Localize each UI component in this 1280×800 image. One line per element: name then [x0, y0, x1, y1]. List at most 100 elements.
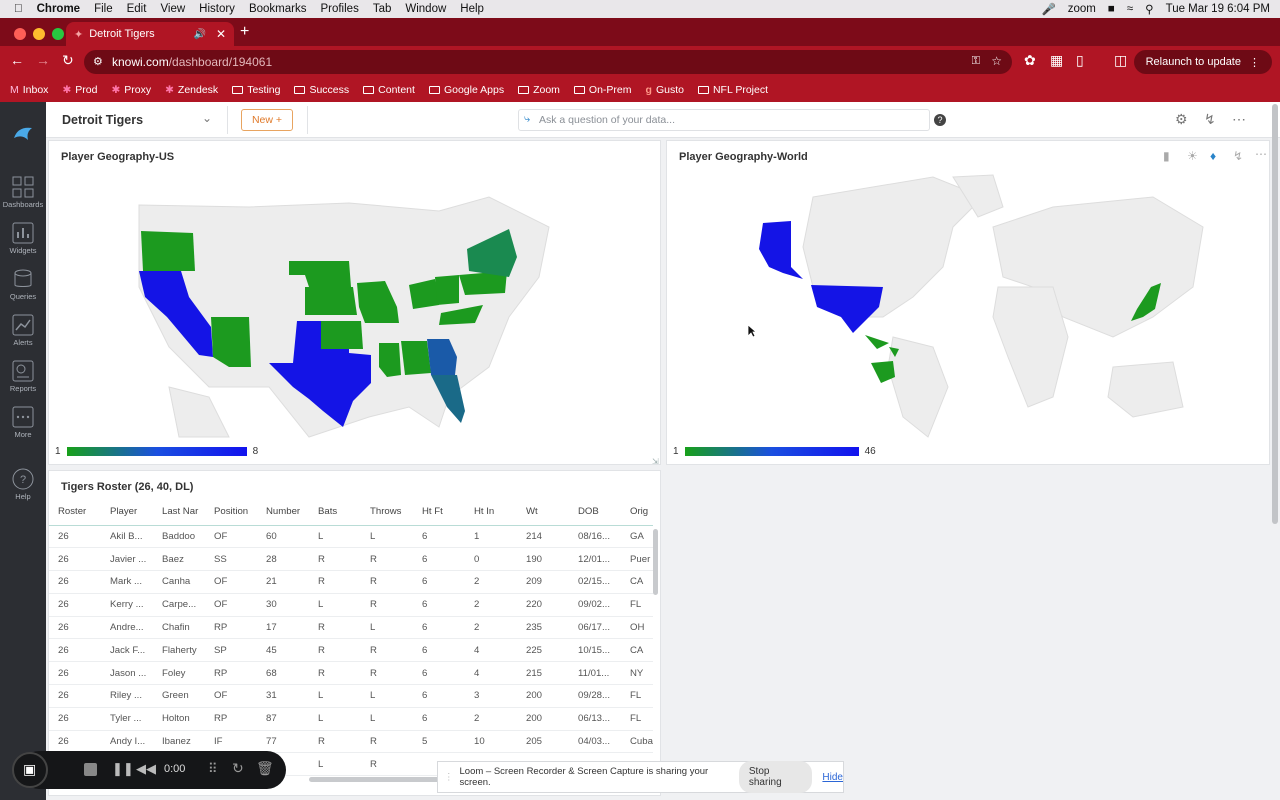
bookmark-nfl-project[interactable]: NFL Project — [697, 84, 768, 96]
camera-icon[interactable]: ■ — [1107, 3, 1115, 15]
table-horizontal-scrollbar[interactable] — [309, 777, 459, 782]
bookmark-testing[interactable]: Testing — [232, 84, 280, 96]
trash-icon[interactable]: 🗑 — [256, 760, 274, 776]
alert-bell-icon[interactable]: ♦ — [1210, 149, 1217, 163]
side-panel-icon[interactable]: ◫ — [1114, 52, 1128, 68]
browser-tab-active[interactable]: ✦ Detroit Tigers 🔊 ✕ — [66, 22, 234, 46]
bookmark-content[interactable]: Content — [363, 84, 415, 96]
tab-audio-icon[interactable]: 🔊 — [193, 28, 206, 40]
state-oklahoma[interactable] — [321, 321, 363, 349]
window-zoom-button[interactable] — [52, 28, 64, 40]
sidebar-item-help[interactable]: ? Help — [0, 468, 46, 501]
state-ohio[interactable] — [435, 275, 459, 305]
menu-view[interactable]: View — [151, 3, 185, 15]
restart-icon[interactable]: ↻ — [232, 760, 244, 776]
bookmark-inbox[interactable]: M Inbox — [10, 84, 48, 96]
table-row[interactable]: 26 Tyler ... Holton RP 87 L L 6 2 200 06/13... FL — [49, 707, 653, 731]
column-header[interactable]: Ht Ft — [413, 499, 465, 526]
settings-gear-icon[interactable]: ⚙ — [1175, 111, 1188, 127]
table-row[interactable]: 26 Jason ... Foley RP 68 R R 6 4 215 11/01... NY — [49, 661, 653, 686]
menubar-clock[interactable]: Tue Mar 19 6:04 PM — [1165, 3, 1270, 15]
rewind-icon[interactable]: ◀◀ — [136, 761, 156, 776]
sidebar-item-queries[interactable]: Queries — [0, 268, 46, 301]
column-header[interactable]: Number — [257, 499, 309, 526]
column-header[interactable]: Throws — [361, 499, 413, 526]
column-header[interactable]: Bats — [309, 499, 361, 526]
table-row[interactable]: 26 Riley ... Green OF 31 L L 6 3 200 09/28... FL — [49, 684, 653, 708]
state-alabama[interactable] — [401, 341, 431, 375]
state-florida[interactable] — [431, 375, 465, 423]
menu-profiles[interactable]: Profiles — [311, 3, 358, 15]
country-dominican-republic[interactable] — [889, 347, 899, 357]
sidebar-item-widgets[interactable]: Widgets — [0, 222, 46, 255]
state-virginia[interactable] — [439, 305, 483, 325]
new-tab-button[interactable]: + — [240, 23, 250, 40]
window-minimize-button[interactable] — [33, 28, 45, 40]
filter-icon[interactable]: ↯ — [1204, 111, 1216, 127]
zoom-status[interactable]: zoom — [1067, 3, 1096, 15]
column-header[interactable]: Player — [101, 499, 153, 526]
extension-icon[interactable]: ✿ — [1024, 52, 1036, 68]
apple-icon[interactable]:  — [14, 3, 23, 15]
extension-puzzle-icon[interactable]: ▦ — [1050, 52, 1064, 68]
bookmark-prod[interactable]: ✱ Prod — [62, 84, 97, 96]
insights-bulb-icon[interactable]: ☀ — [1187, 149, 1198, 163]
resize-handle-icon[interactable]: ⇲ — [652, 457, 659, 466]
bookmark-on-prem[interactable]: On-Prem — [573, 84, 632, 96]
column-header[interactable]: Wt — [517, 499, 569, 526]
table-row[interactable]: 26 Akil B... Baddoo OF 60 L L 6 1 214 08/16... GA — [49, 525, 653, 549]
search-icon[interactable]: ⚲ — [1145, 4, 1154, 16]
dashboard-selector[interactable]: Detroit Tigers — [62, 113, 144, 127]
tab-close-icon[interactable]: ✕ — [215, 27, 226, 41]
table-scrollbar[interactable] — [653, 529, 658, 595]
microphone-icon[interactable]: 🎤 — [1041, 4, 1056, 16]
table-row[interactable]: 26 Kerry ... Carpe... OF 30 L R 6 2 220 09/02... FL — [49, 593, 653, 617]
column-header[interactable]: Last Nar — [153, 499, 205, 526]
country-cuba[interactable] — [865, 335, 889, 349]
state-nebraska[interactable] — [305, 287, 357, 315]
chevron-down-icon[interactable]: ⌄ — [202, 111, 213, 125]
state-indiana-ohio[interactable] — [409, 279, 439, 309]
table-row[interactable]: 26 Mark ... Canha OF 21 R R 6 2 209 02/15... CA — [49, 570, 653, 594]
relaunch-to-update-button[interactable]: Relaunch to update ⋮ — [1133, 50, 1272, 74]
column-header[interactable]: Position — [205, 499, 257, 526]
state-missouri[interactable] — [357, 281, 399, 323]
menu-edit[interactable]: Edit — [117, 3, 147, 15]
bookmark-proxy[interactable]: ✱ Proxy — [111, 84, 151, 96]
state-pennsylvania[interactable] — [459, 271, 507, 295]
menu-help[interactable]: Help — [451, 3, 484, 15]
column-header[interactable]: DOB — [569, 499, 621, 526]
world-choropleth-map[interactable] — [733, 167, 1223, 447]
us-choropleth-map[interactable] — [109, 187, 569, 447]
extensions-menu-icon[interactable]: ▯ — [1076, 52, 1084, 68]
more-options-icon[interactable]: ⋯ — [1232, 111, 1246, 127]
column-header[interactable]: Roster — [49, 499, 101, 526]
state-south-dakota[interactable] — [289, 261, 351, 287]
bookmark-star-icon[interactable]: ☆ — [991, 54, 1002, 68]
menu-file[interactable]: File — [85, 3, 113, 15]
state-mississippi[interactable] — [379, 343, 401, 377]
drag-handle-icon[interactable]: ⋮ — [444, 771, 454, 783]
window-close-button[interactable] — [14, 28, 26, 40]
stop-recording-icon[interactable] — [84, 763, 97, 776]
country-japan[interactable] — [1131, 283, 1161, 321]
bookmark-zoom[interactable]: Zoom — [518, 84, 560, 96]
page-scrollbar[interactable] — [1272, 104, 1278, 524]
hide-link[interactable]: Hide — [822, 771, 843, 783]
country-alaska[interactable] — [759, 221, 803, 279]
menu-history[interactable]: History — [190, 3, 235, 15]
sidebar-item-more[interactable]: More — [0, 406, 46, 439]
state-oregon[interactable] — [141, 231, 195, 271]
table-row[interactable]: 26 Javier ... Baez SS 28 R R 6 0 190 12/01... Puer — [49, 547, 653, 572]
bookmark-google-apps[interactable]: Google Apps — [428, 84, 504, 96]
state-arizona[interactable] — [211, 317, 251, 367]
ask-data-input[interactable]: ⤷ Ask a question of your data... — [518, 109, 930, 131]
country-venezuela[interactable] — [871, 361, 895, 383]
back-button[interactable]: ← — [10, 52, 24, 68]
bookmark-gusto[interactable]: g Gusto — [646, 84, 684, 96]
chart-type-icon[interactable]: ▮ — [1163, 149, 1170, 163]
state-california[interactable] — [139, 271, 213, 357]
column-header[interactable]: Orig — [621, 499, 653, 526]
reload-button[interactable]: ↻ — [62, 52, 74, 68]
menubar-app-name[interactable]: Chrome — [28, 3, 80, 15]
